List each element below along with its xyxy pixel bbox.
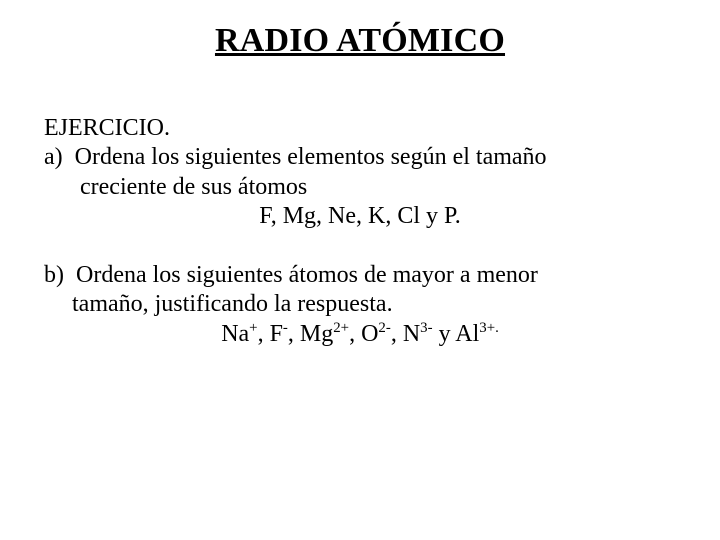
ion-na: Na+ (221, 321, 257, 347)
item-b-line2: tamaño, justificando la respuesta. (44, 290, 676, 319)
ion-f-base: F (270, 321, 283, 347)
ion-al-charge: 3+. (479, 320, 499, 336)
spacer (44, 231, 676, 261)
ion-na-base: Na (221, 321, 249, 347)
item-b: b) Ordena los siguientes átomos de mayor… (44, 261, 676, 349)
sep4: , (391, 321, 403, 347)
item-a-marker: a) (44, 144, 63, 170)
ion-al-base: Al (455, 321, 479, 347)
item-a: a) Ordena los siguientes elementos según… (44, 143, 676, 231)
sep2: , (288, 321, 300, 347)
item-a-elements: F, Mg, Ne, K, Cl y P. (44, 202, 676, 231)
ion-al: Al3+. (455, 321, 499, 347)
ion-f: F- (270, 321, 288, 347)
ion-mg-charge: 2+ (333, 320, 349, 336)
ion-n-base: N (403, 321, 420, 347)
ions-connector: y (433, 321, 456, 347)
ion-n: N3- (403, 321, 433, 347)
ion-o-base: O (361, 321, 378, 347)
sep3: , (349, 321, 361, 347)
slide-page: { "title": "RADIO ATÓMICO", "exercise_la… (0, 0, 720, 540)
ion-mg: Mg2+ (300, 321, 349, 347)
item-b-ions: Na+, F-, Mg2+, O2-, N3- y Al3+. (44, 320, 676, 349)
ion-o: O2- (361, 321, 391, 347)
ion-mg-base: Mg (300, 321, 333, 347)
item-a-line1: Ordena los siguientes elementos según el… (75, 144, 547, 170)
item-b-marker: b) (44, 262, 64, 288)
item-a-line2: creciente de sus átomos (44, 173, 676, 202)
page-title: RADIO ATÓMICO (44, 22, 676, 60)
item-b-line1: Ordena los siguientes átomos de mayor a … (76, 262, 538, 288)
ion-na-charge: + (249, 320, 257, 336)
exercise-label: EJERCICIO. (44, 114, 676, 143)
sep1: , (258, 321, 270, 347)
exercise-section: EJERCICIO. a) Ordena los siguientes elem… (44, 114, 676, 349)
ion-o-charge: 2- (378, 320, 390, 336)
ion-n-charge: 3- (420, 320, 432, 336)
